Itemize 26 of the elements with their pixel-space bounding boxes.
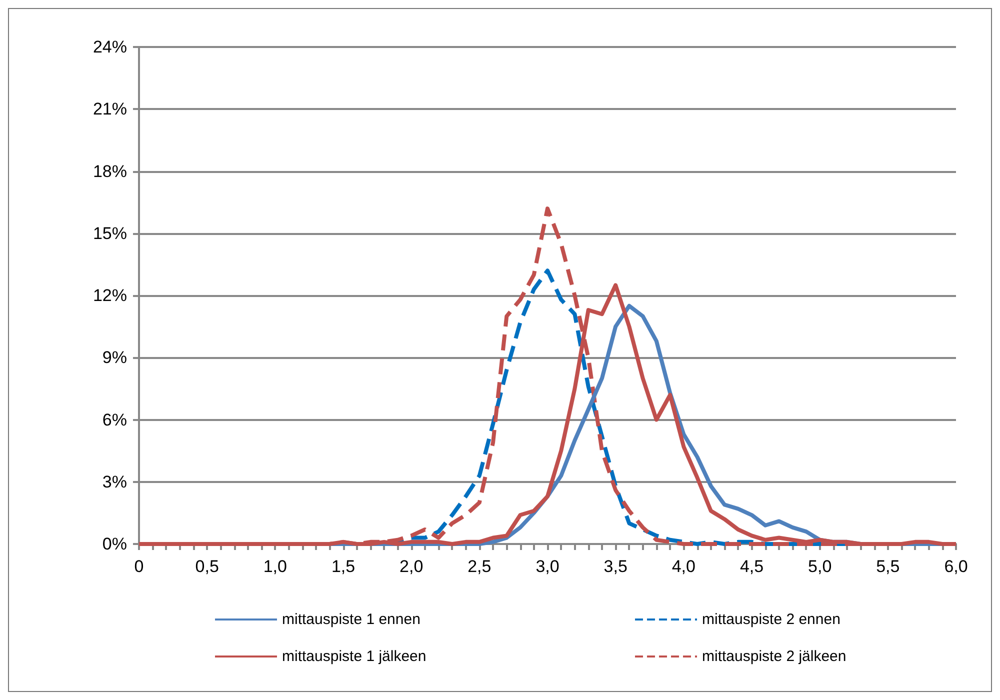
y-tick-label: 0% (102, 534, 127, 554)
legend-label: mittauspiste 1 jälkeen (282, 648, 426, 665)
y-tick-label: 24% (92, 38, 127, 56)
y-tick-label: 12% (92, 286, 127, 305)
x-tick-label: 0,5 (195, 557, 219, 576)
x-tick-label: 4,5 (740, 557, 764, 576)
y-tick-label: 21% (92, 100, 127, 119)
x-tick-label: 3,0 (536, 557, 560, 576)
y-tick-label: 3% (102, 472, 127, 492)
y-tick-label: 15% (92, 224, 127, 243)
legend-label: mittauspiste 2 ennen (702, 611, 840, 628)
legend-label: mittauspiste 1 ennen (282, 611, 420, 628)
y-tick-label: 18% (92, 162, 127, 181)
x-tick-label: 0 (134, 557, 144, 576)
x-tick-label: 5,5 (876, 557, 900, 576)
y-tick-label: 6% (102, 410, 127, 430)
x-tick-label: 4,0 (672, 557, 696, 576)
x-tick-label: 3,5 (604, 557, 628, 576)
x-tick-label: 2,0 (400, 557, 424, 576)
x-tick-label: 1,0 (263, 557, 287, 576)
legend-label: mittauspiste 2 jälkeen (702, 648, 846, 665)
x-tick-label: 1,5 (331, 557, 356, 576)
x-tick-label: 6,0 (944, 557, 968, 576)
x-tick-label: 5,0 (808, 557, 832, 576)
x-tick-label: 2,5 (468, 557, 492, 576)
y-tick-label: 9% (102, 348, 127, 368)
